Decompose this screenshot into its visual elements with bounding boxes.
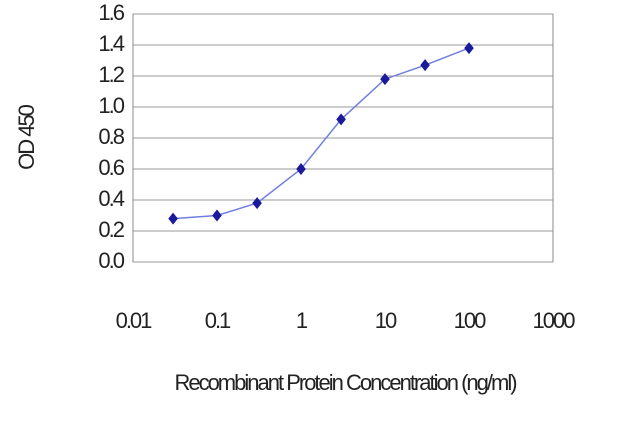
x-axis-label: Recombinant Protein Concentration (ng/ml… <box>174 370 516 395</box>
y-tick-label: 0.8 <box>98 124 124 149</box>
y-axis-label: OD 450 <box>14 104 39 170</box>
data-point <box>380 73 390 86</box>
y-tick-label: 0.2 <box>98 217 124 242</box>
x-tick-label: 10 <box>375 308 397 333</box>
y-tick-label: 0.4 <box>98 186 124 211</box>
data-point <box>252 197 262 210</box>
data-point <box>212 209 222 222</box>
x-tick-label: 1 <box>296 308 308 333</box>
x-tick-label: 1000 <box>533 308 576 333</box>
y-tick-label: 1.6 <box>98 0 124 25</box>
data-point <box>420 59 430 72</box>
y-tick-label: 1.2 <box>98 62 124 87</box>
data-point <box>296 163 306 175</box>
x-tick-label: 0.01 <box>116 308 153 333</box>
data-point <box>464 42 474 55</box>
y-tick-label: 0.0 <box>98 248 124 273</box>
y-tick-label: 0.6 <box>98 155 124 180</box>
data-line <box>173 47 470 220</box>
y-tick-label: 1.0 <box>98 93 124 118</box>
x-tick-label: 0.1 <box>205 308 231 333</box>
data-point <box>336 113 346 126</box>
x-tick-label: 100 <box>454 308 486 333</box>
y-tick-label: 1.4 <box>98 31 124 56</box>
data-point <box>168 212 178 225</box>
